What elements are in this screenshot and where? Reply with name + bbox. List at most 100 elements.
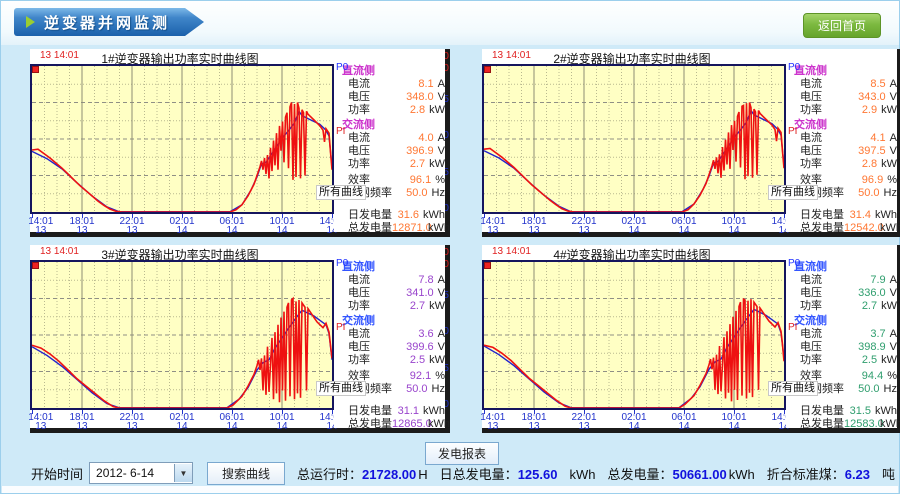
standard-coal-label: 折合标准煤： [766,466,845,482]
ac-side-header: 交流侧 [794,119,827,131]
curve-P0 [484,308,784,408]
chart-panel-body: 13 14:01 1#逆变器输出功率实时曲线图 14:01 13 18:01 13 22… [28,49,450,237]
x-tick-label: 06:01 14 [671,412,697,432]
dc-current-unit: A [437,78,445,90]
ac-current-label: 电流 [348,132,370,144]
all-curves-selector[interactable]: 所有曲线 [768,185,818,200]
ac-current-unit: A [437,328,445,340]
x-tick-label: 18:01 13 [521,216,547,236]
curve-PI [32,296,332,408]
total-generation-value: 12542.0 [844,222,884,234]
plot-area [30,64,334,214]
dc-current-unit: A [437,274,445,286]
x-tick-mark [584,410,585,414]
efficiency-row: 效率 92.1 % [334,370,445,383]
ac-current-value: 4.0 [418,132,434,144]
ac-side-header: 交流侧 [794,315,827,327]
ac-power-row: 功率 2.8 kW [786,158,897,171]
ac-current-label: 电流 [800,132,822,144]
dc-voltage-row: 电压 341.0 V [334,287,445,300]
ac-power-label: 功率 [800,354,822,366]
x-tick-mark [182,214,183,218]
x-tick-mark [32,410,33,414]
dc-voltage-row: 电压 336.0 V [786,287,897,300]
total-generation-value: 50661.00 [672,466,727,482]
grid-frequency-unit: Hz [883,187,897,199]
curve-PI [484,102,784,212]
daily-generation-value: 31.6 [397,209,419,221]
efficiency-unit: % [435,370,445,382]
x-tick-mark [32,214,33,218]
daily-generation-value: 31.4 [849,209,871,221]
x-tick-label: 10:01 14 [721,216,747,236]
x-tick-mark [82,410,83,414]
daily-total-value: 125.60 [517,466,558,482]
total-runtime-stat: 总运行时：21728.00 H [297,464,428,483]
total-generation-label: 总发电量 [800,222,844,234]
dc-power-unit: kW [881,300,897,312]
dc-current-value: 7.9 [870,274,886,286]
dc-voltage-row: 电压 343.0 V [786,91,897,104]
dc-current-unit: A [889,78,897,90]
x-tick-mark [282,410,283,414]
x-tick-mark [332,410,333,414]
x-tick-label: 14:01 13 [480,216,506,236]
efficiency-unit: % [887,370,897,382]
search-curves-button[interactable]: 搜索曲线 [207,461,286,485]
x-tick-label: 02:01 14 [621,412,647,432]
daily-generation-value: 31.5 [849,405,871,417]
all-curves-selector[interactable]: 所有曲线 [768,381,818,396]
ac-current-unit: A [437,132,445,144]
x-tick-mark [232,214,233,218]
grid-frequency-unit: Hz [431,383,445,395]
dc-power-row: 功率 2.7 kW [786,300,897,313]
chart-timestamp: 13 14:01 [40,246,79,257]
daily-generation-label: 日发电量 [800,209,844,221]
total-generation-unit: kWh [428,222,450,234]
start-time-label: 开始时间 [31,466,84,482]
daily-total-label: 日总发电量： [439,466,518,482]
efficiency-label: 效率 [800,174,822,186]
curve-PI [32,102,332,212]
ac-current-value: 3.6 [418,328,434,340]
x-tick-mark [584,214,585,218]
x-axis-labels: 14:01 13 18:01 13 22:01 13 02:01 14 06:01 14 10:01… [28,214,345,236]
x-tick-label: 02:01 14 [169,412,195,432]
daily-generation-unit: kWh [423,209,445,221]
dc-power-unit: kW [429,300,445,312]
ac-voltage-label: 电压 [348,341,370,353]
dc-voltage-value: 341.0 [406,287,434,299]
x-tick-label: 18:01 13 [69,412,95,432]
x-tick-label: 14:01 13 [480,412,506,432]
dc-power-label: 功率 [800,104,822,116]
ac-current-unit: A [889,328,897,340]
ac-power-unit: kW [881,354,897,366]
standard-coal-stat: 折合标准煤：6.23 吨 [767,464,895,483]
chart-timestamp: 13 14:01 [492,246,531,257]
ac-current-label: 电流 [348,328,370,340]
dc-power-unit: kW [881,104,897,116]
x-axis-labels: 14:01 13 18:01 13 22:01 13 02:01 14 06:01 14 10:01… [480,410,797,432]
bottom-strip [2,486,898,493]
x-tick-label: 14:01 13 [28,412,54,432]
dc-power-value: 2.7 [409,300,426,312]
back-home-button[interactable]: 返回首页 [802,13,881,38]
total-generation-value: 12583.0 [844,418,884,430]
total-runtime-value: 21728.00 [362,466,417,482]
p0-curve-label: P0 [788,258,801,269]
x-tick-label: 22:01 13 [571,216,597,236]
x-tick-mark [784,214,785,218]
ac-power-value: 2.7 [409,158,426,170]
efficiency-value: 92.1 [409,370,432,382]
ac-power-row: 功率 2.5 kW [786,354,897,367]
x-tick-mark [734,410,735,414]
efficiency-unit: % [435,174,445,186]
ac-power-label: 功率 [800,158,822,170]
all-curves-selector[interactable]: 所有曲线 [316,381,366,396]
generation-report-button[interactable]: 发电报表 [425,442,500,465]
dc-current-value: 8.1 [418,78,434,90]
start-date-select[interactable]: 2012- 6-14 ▼ [89,462,194,484]
all-curves-selector[interactable]: 所有曲线 [316,185,366,200]
total-generation-label: 总发电量 [800,418,844,430]
x-tick-mark [132,410,133,414]
